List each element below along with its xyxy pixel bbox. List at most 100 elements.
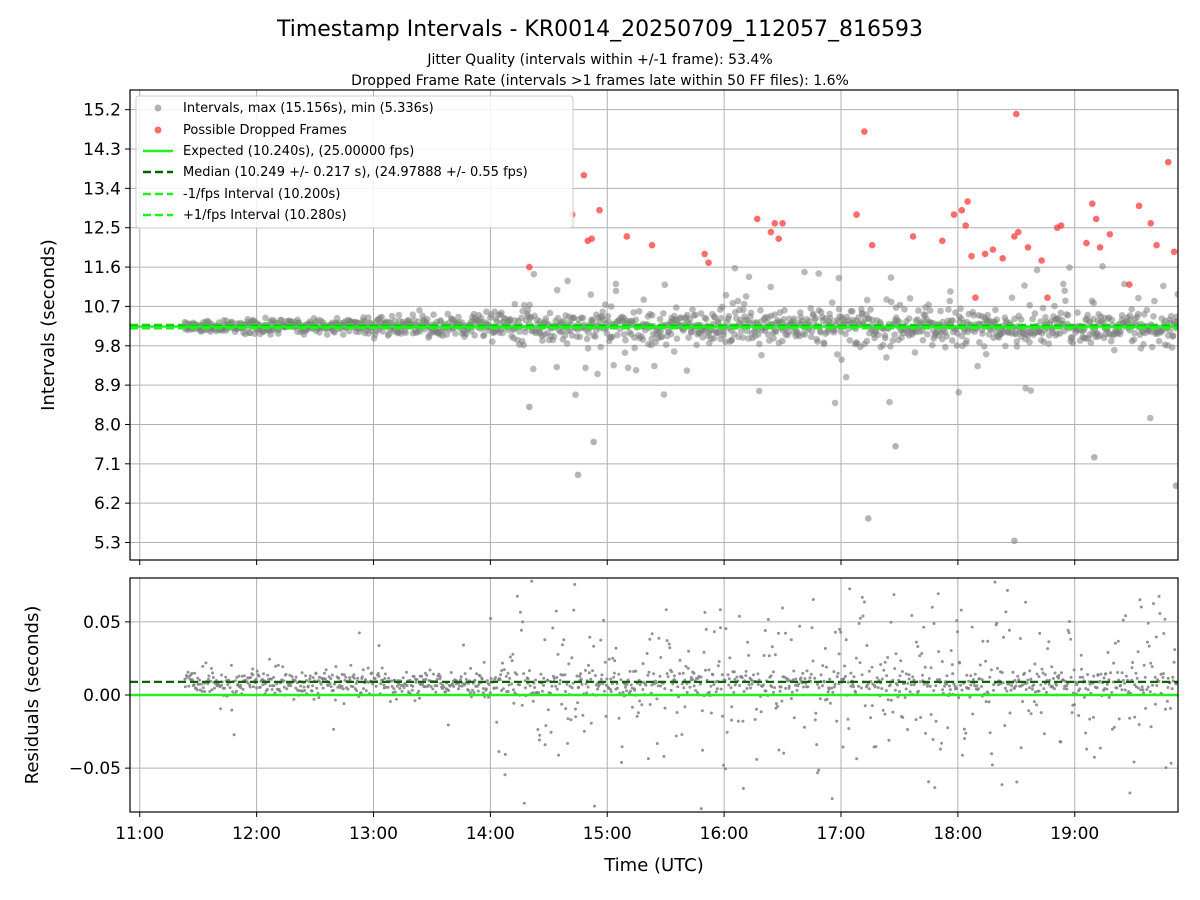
residual-point — [341, 687, 345, 691]
intervals-y-tick-label: 6.2 — [94, 494, 121, 514]
dropped-frame-point — [972, 294, 979, 301]
residual-reference-lines — [130, 680, 1178, 697]
residual-point — [331, 688, 335, 692]
interval-point — [842, 373, 850, 381]
residual-point — [235, 676, 239, 679]
residual-point — [581, 713, 585, 717]
residual-point — [1025, 681, 1029, 685]
residual-point — [848, 587, 852, 591]
residual-point — [223, 686, 226, 690]
residual-point — [549, 730, 553, 734]
intervals-x-ticks — [139, 560, 1076, 565]
residual-point — [939, 747, 942, 751]
residual-point — [1104, 672, 1108, 676]
residual-point — [811, 598, 815, 601]
residual-point — [719, 687, 723, 691]
residual-point — [395, 697, 398, 701]
interval-point — [889, 337, 897, 344]
residual-point — [515, 672, 519, 676]
residual-point — [824, 665, 828, 669]
residual-point — [528, 669, 531, 673]
residual-point — [721, 714, 724, 718]
interval-point — [722, 291, 730, 299]
residual-point — [1088, 717, 1092, 721]
residual-point — [329, 677, 333, 681]
residual-point — [955, 686, 958, 690]
interval-point — [582, 364, 589, 372]
interval-point — [1057, 309, 1065, 317]
interval-point — [656, 315, 664, 323]
residual-point — [789, 697, 793, 701]
interval-point — [731, 264, 739, 272]
residual-point — [1124, 674, 1128, 678]
residual-point — [773, 686, 777, 690]
residual-point — [763, 629, 767, 632]
residual-point — [714, 690, 718, 694]
residual-point — [1162, 632, 1166, 635]
interval-point — [924, 331, 931, 338]
residual-point — [1092, 755, 1096, 759]
residual-point — [1016, 674, 1020, 678]
residual-point — [640, 703, 644, 707]
residual-point — [1040, 667, 1044, 671]
residual-point — [882, 668, 886, 672]
residual-point — [813, 676, 817, 680]
residual-point — [1023, 671, 1026, 675]
interval-point — [631, 344, 638, 352]
residual-point — [816, 682, 819, 686]
interval-point — [592, 333, 599, 340]
residual-point — [481, 691, 485, 695]
dropped-frame-point — [1088, 200, 1096, 207]
residual-point — [981, 639, 985, 643]
residual-point — [1053, 687, 1056, 691]
interval-point — [720, 328, 728, 336]
residual-point — [232, 733, 236, 737]
residual-point — [676, 685, 680, 689]
residual-point — [862, 600, 866, 604]
residual-point — [418, 696, 421, 700]
interval-point — [1051, 302, 1058, 310]
residual-point — [251, 673, 255, 677]
interval-point — [976, 339, 983, 346]
residual-point — [652, 672, 656, 676]
residual-point — [1086, 673, 1090, 676]
residual-point — [675, 711, 679, 714]
residual-point — [838, 627, 842, 631]
residual-point — [771, 670, 775, 674]
residual-point — [266, 673, 270, 677]
residual-point — [374, 684, 378, 688]
interval-point — [901, 306, 908, 313]
interval-point — [630, 309, 637, 316]
residual-point — [536, 728, 540, 731]
residual-point — [683, 705, 687, 709]
residual-point — [1037, 675, 1041, 679]
residual-point — [327, 675, 331, 679]
residual-point — [370, 671, 374, 675]
interval-point — [881, 334, 889, 342]
residual-point — [654, 681, 658, 685]
residual-point — [401, 683, 405, 687]
residual-point — [615, 686, 619, 690]
interval-point — [942, 343, 949, 351]
interval-point — [1155, 337, 1163, 345]
residual-point — [469, 666, 473, 670]
residual-point — [619, 678, 623, 682]
residual-point — [410, 688, 414, 692]
residual-point — [349, 663, 353, 667]
residual-point — [1059, 671, 1063, 675]
dropped-frame-point — [1014, 228, 1022, 236]
residual-point — [485, 679, 489, 683]
residual-point — [432, 672, 435, 676]
residual-point — [1007, 682, 1011, 686]
interval-point — [609, 333, 616, 341]
interval-point — [756, 340, 763, 348]
residual-point — [198, 678, 202, 682]
residual-point — [1102, 676, 1106, 680]
residual-point — [1153, 702, 1157, 706]
residual-point — [562, 638, 566, 642]
residual-point — [183, 677, 187, 681]
residual-point — [869, 680, 873, 684]
residual-point — [1157, 679, 1161, 683]
interval-point — [521, 301, 528, 309]
residual-point — [851, 682, 855, 686]
